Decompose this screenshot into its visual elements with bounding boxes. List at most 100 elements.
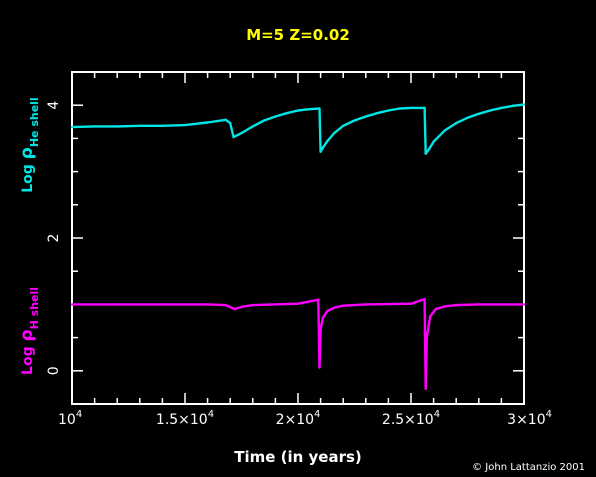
data-point bbox=[434, 307, 438, 311]
data-point bbox=[423, 106, 426, 110]
y-tick-label: 0 bbox=[46, 366, 62, 375]
data-point bbox=[251, 303, 254, 307]
data-point bbox=[387, 109, 390, 112]
data-point bbox=[70, 303, 74, 306]
x-tick-label-base: 10 bbox=[58, 412, 76, 428]
data-point bbox=[425, 336, 429, 339]
data-point bbox=[229, 121, 232, 125]
series-line-1 bbox=[72, 297, 524, 390]
x-tick-label: 1.5×104 bbox=[156, 409, 214, 428]
y-axis-label-sub: H shell bbox=[28, 287, 41, 329]
data-point bbox=[511, 104, 514, 108]
data-point bbox=[319, 150, 322, 153]
x-tick-label-exponent: 4 bbox=[546, 409, 552, 420]
data-point bbox=[364, 303, 367, 306]
data-point bbox=[424, 387, 427, 390]
x-tick-label-exponent: 4 bbox=[314, 409, 320, 420]
data-point bbox=[321, 146, 325, 149]
data-point bbox=[432, 140, 435, 143]
data-point bbox=[70, 125, 74, 129]
y-tick-label: 2 bbox=[46, 234, 62, 243]
data-point bbox=[332, 131, 336, 135]
data-point bbox=[183, 123, 187, 127]
x-tick-label: 3×104 bbox=[507, 409, 552, 428]
x-tick-label-base: 1.5×10 bbox=[156, 412, 208, 428]
data-point bbox=[443, 305, 447, 308]
data-point bbox=[375, 111, 379, 115]
x-tick-label-exponent: 4 bbox=[434, 409, 440, 420]
y-axis-label: Log ρH shell bbox=[17, 287, 41, 375]
data-point bbox=[522, 103, 526, 106]
data-point bbox=[161, 303, 164, 306]
x-tick-label-base: 2×10 bbox=[276, 412, 314, 428]
data-point bbox=[233, 307, 236, 311]
data-point bbox=[423, 297, 426, 301]
y-axis-label-sub: He shell bbox=[28, 97, 41, 147]
data-point bbox=[318, 366, 321, 369]
x-tick-label: 2×104 bbox=[276, 409, 321, 428]
y-tick-label: 4 bbox=[46, 101, 62, 110]
data-point bbox=[455, 303, 458, 307]
data-point bbox=[317, 298, 320, 301]
data-point bbox=[296, 109, 300, 112]
x-tick-label: 104 bbox=[58, 409, 82, 428]
data-point bbox=[262, 119, 266, 122]
data-point bbox=[224, 303, 227, 307]
data-point bbox=[409, 106, 413, 110]
data-point bbox=[477, 112, 480, 116]
data-point bbox=[116, 303, 119, 306]
x-tick-label-exponent: 4 bbox=[208, 409, 214, 420]
y-axis-label-symbol: ρ bbox=[17, 147, 37, 159]
y-axis-label: Log ρHe shell bbox=[17, 97, 41, 193]
data-point bbox=[409, 302, 413, 305]
data-point bbox=[477, 303, 480, 306]
data-point bbox=[398, 107, 401, 110]
data-point bbox=[326, 139, 329, 143]
data-point bbox=[353, 119, 356, 122]
data-point bbox=[429, 315, 432, 318]
x-tick-label: 2.5×104 bbox=[382, 409, 440, 428]
data-point bbox=[326, 309, 329, 313]
data-point bbox=[240, 131, 243, 135]
data-point bbox=[251, 125, 254, 128]
data-point bbox=[206, 303, 209, 306]
series-line-0 bbox=[71, 103, 525, 155]
data-point bbox=[274, 115, 277, 118]
x-axis-label: Time (in years) bbox=[234, 448, 362, 466]
data-point bbox=[285, 111, 288, 115]
data-point bbox=[455, 121, 458, 125]
data-point bbox=[116, 125, 119, 128]
y-axis-label-prefix: Log bbox=[20, 159, 36, 192]
data-point bbox=[242, 305, 245, 308]
x-tick-label-base: 3×10 bbox=[507, 412, 545, 428]
data-point bbox=[364, 115, 367, 118]
data-point bbox=[308, 107, 311, 111]
data-point bbox=[319, 328, 322, 331]
chart-title: M=5 Z=0.02 bbox=[246, 26, 350, 44]
y-axis-label-prefix: Log bbox=[20, 342, 36, 375]
data-point bbox=[522, 303, 526, 306]
credit-text: © John Lattanzio 2001 bbox=[472, 462, 585, 473]
data-point bbox=[424, 152, 427, 155]
data-point bbox=[161, 124, 164, 127]
data-point bbox=[342, 304, 345, 307]
data-point bbox=[332, 306, 336, 309]
data-point bbox=[93, 125, 96, 128]
data-point bbox=[488, 109, 492, 112]
data-point bbox=[318, 107, 321, 110]
data-point bbox=[427, 147, 431, 151]
data-point bbox=[443, 129, 447, 132]
data-point bbox=[296, 302, 300, 305]
y-axis-label-symbol: ρ bbox=[17, 329, 37, 341]
data-point bbox=[321, 316, 325, 319]
data-point bbox=[206, 121, 209, 124]
x-tick-label-base: 2.5×10 bbox=[382, 412, 434, 428]
data-point bbox=[466, 116, 469, 120]
data-point bbox=[138, 124, 141, 127]
x-tick-label-exponent: 4 bbox=[76, 409, 82, 420]
data-point bbox=[232, 135, 235, 139]
data-point bbox=[224, 118, 227, 122]
data-point bbox=[500, 106, 503, 110]
